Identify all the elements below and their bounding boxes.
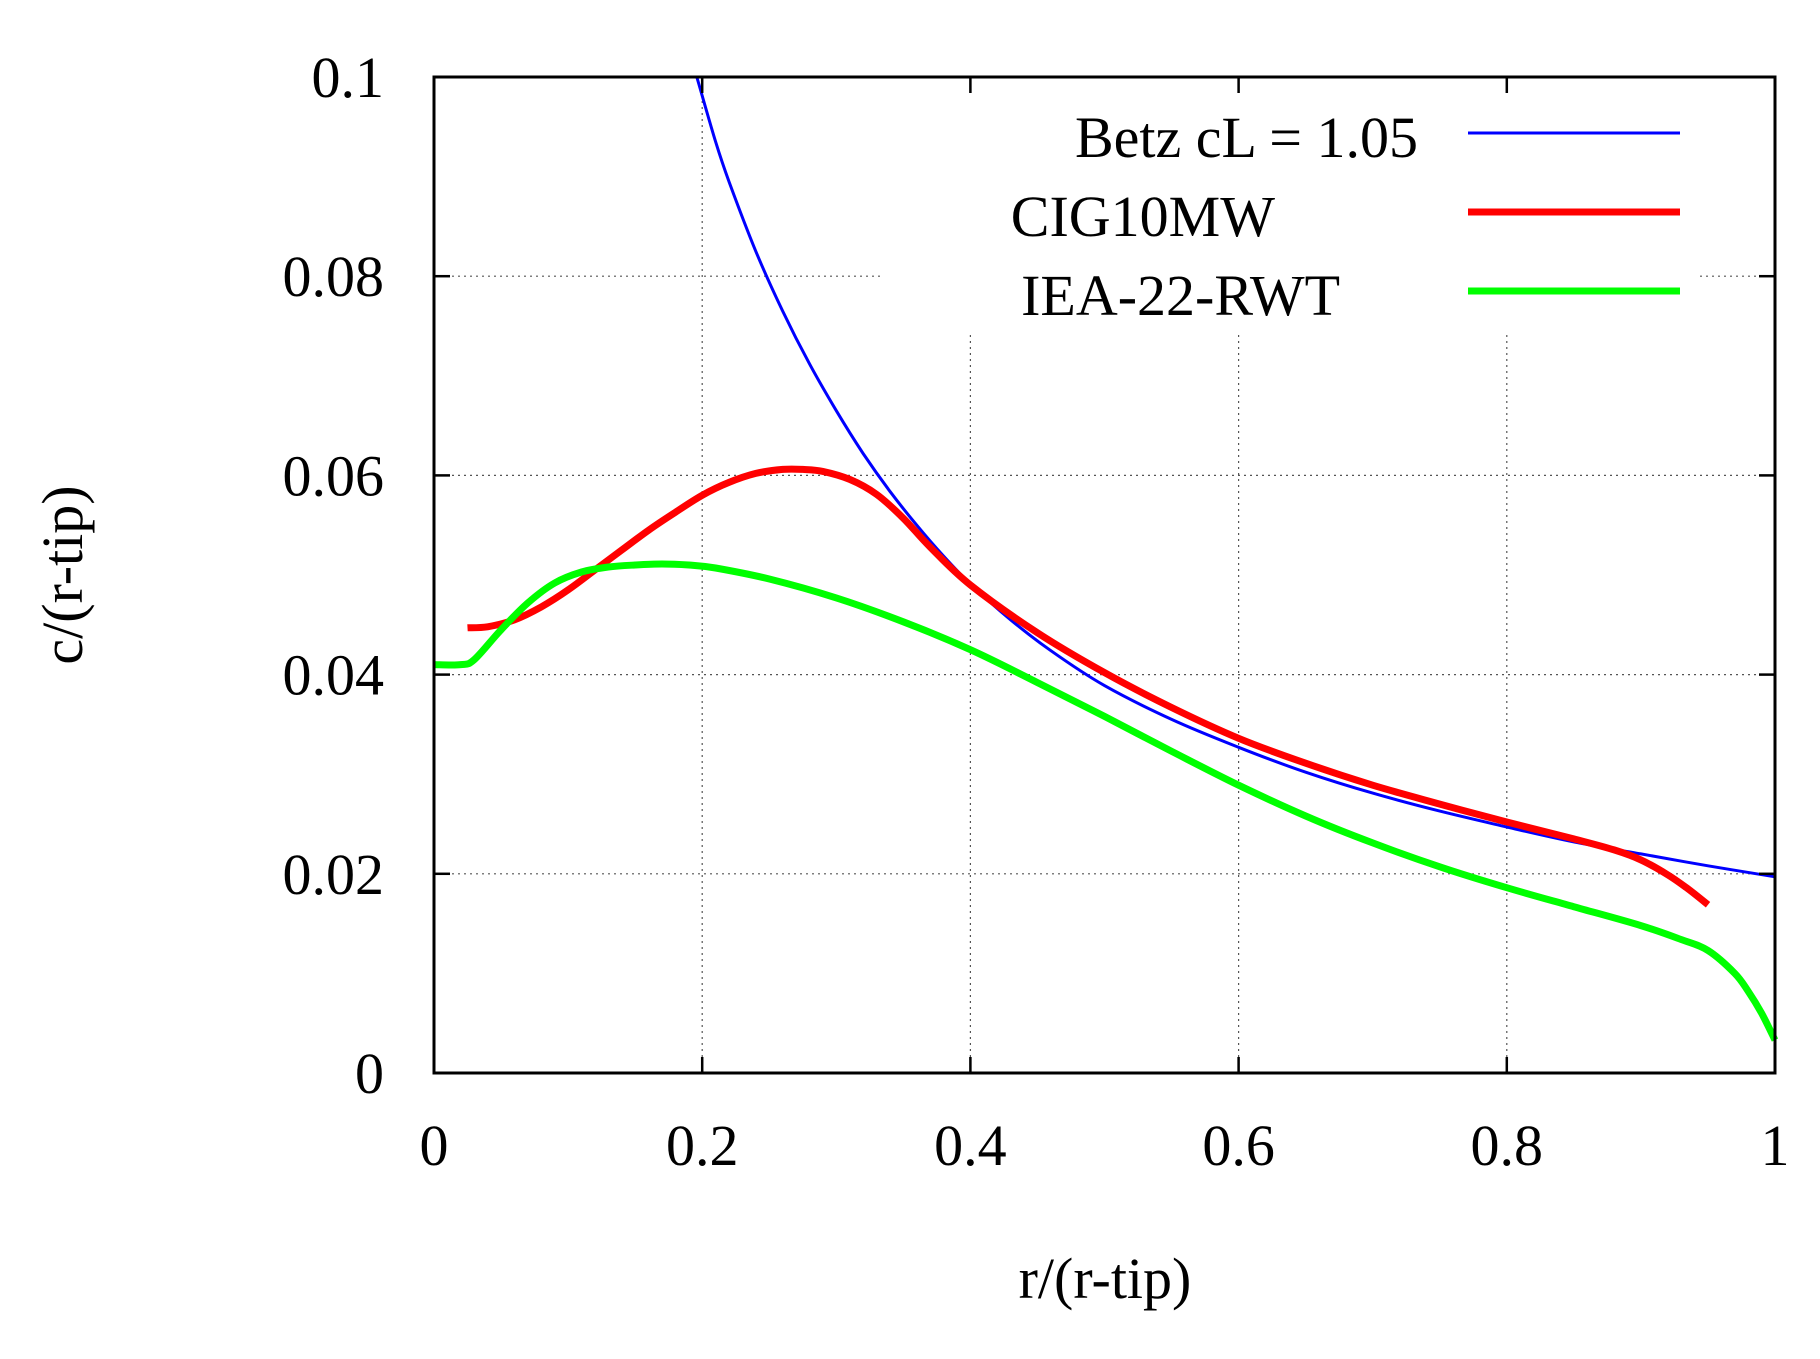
y-tick-label: 0.06 — [283, 443, 385, 508]
x-tick-label: 0.4 — [934, 1113, 1007, 1178]
grid-lines — [434, 77, 1775, 1073]
x-tick-label: 0.8 — [1471, 1113, 1544, 1178]
legend: Betz cL = 1.05 CIG10MW IEA-22-RWT — [1011, 105, 1680, 328]
x-tick-label: 0.2 — [666, 1113, 739, 1178]
series-line-cig10mw — [467, 465, 1711, 908]
y-tick-label: 0.08 — [283, 244, 385, 309]
y-tick-label: 0.02 — [283, 842, 385, 907]
legend-label-betz: Betz cL = 1.05 — [1075, 105, 1418, 170]
x-tick-label: 1 — [1761, 1113, 1790, 1178]
plot-frame — [432, 75, 1777, 1075]
legend-label-iea22: IEA-22-RWT — [1021, 263, 1340, 328]
y-axis-label: c/(r-tip) — [30, 485, 95, 664]
x-axis-label: r/(r-tip) — [1019, 1246, 1192, 1311]
series-lines — [433, 76, 1779, 1042]
legend-label-cig10mw: CIG10MW — [1011, 184, 1275, 249]
x-tick-label: 0 — [420, 1113, 449, 1178]
x-tick-labels: 0 0.2 0.4 0.6 0.8 1 — [420, 1113, 1790, 1178]
x-tick-label: 0.6 — [1202, 1113, 1275, 1178]
y-tick-labels: 0 0.02 0.04 0.06 0.08 0.1 — [283, 45, 385, 1106]
y-tick-label: 0.04 — [283, 643, 385, 708]
y-tick-label: 0 — [355, 1041, 384, 1106]
series-line-iea22 — [433, 560, 1779, 1042]
tick-marks — [432, 75, 1777, 1075]
series-line-betz — [695, 76, 1776, 879]
y-tick-label: 0.1 — [312, 45, 385, 110]
